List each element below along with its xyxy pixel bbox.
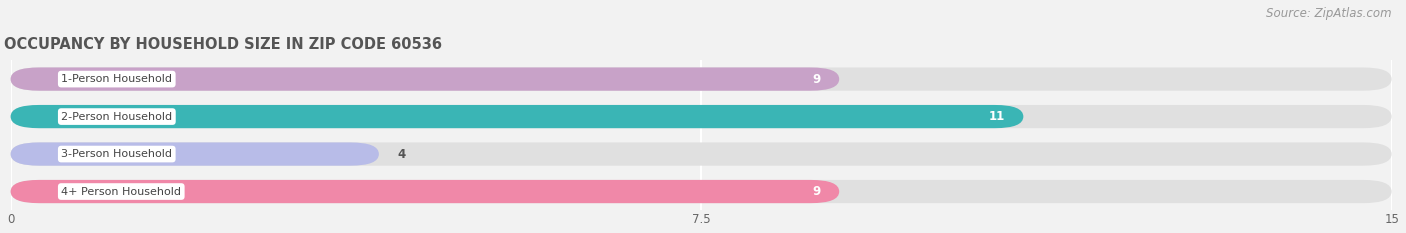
Text: 9: 9: [813, 185, 821, 198]
FancyBboxPatch shape: [11, 180, 839, 203]
FancyBboxPatch shape: [11, 68, 1392, 91]
Text: OCCUPANCY BY HOUSEHOLD SIZE IN ZIP CODE 60536: OCCUPANCY BY HOUSEHOLD SIZE IN ZIP CODE …: [4, 37, 441, 52]
Text: 4+ Person Household: 4+ Person Household: [62, 187, 181, 197]
Text: Source: ZipAtlas.com: Source: ZipAtlas.com: [1267, 7, 1392, 20]
FancyBboxPatch shape: [11, 142, 1392, 166]
Text: 4: 4: [398, 147, 405, 161]
Text: 3-Person Household: 3-Person Household: [62, 149, 173, 159]
FancyBboxPatch shape: [11, 142, 378, 166]
Text: 9: 9: [813, 73, 821, 86]
FancyBboxPatch shape: [11, 105, 1392, 128]
FancyBboxPatch shape: [11, 68, 839, 91]
Text: 2-Person Household: 2-Person Household: [62, 112, 173, 122]
FancyBboxPatch shape: [11, 105, 1024, 128]
Text: 11: 11: [988, 110, 1005, 123]
FancyBboxPatch shape: [11, 180, 1392, 203]
Text: 1-Person Household: 1-Person Household: [62, 74, 173, 84]
